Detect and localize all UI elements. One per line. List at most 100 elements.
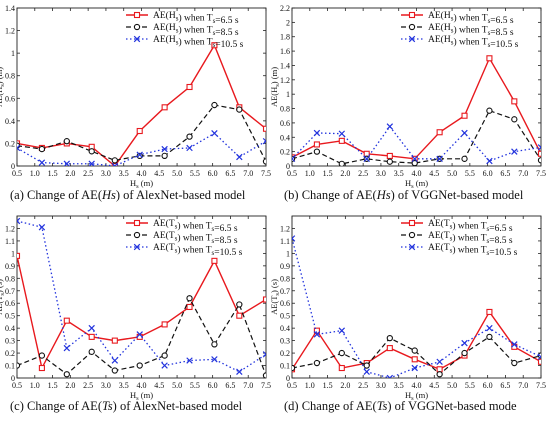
data-point	[38, 145, 46, 153]
legend-entry: AE(Ts) when Ts=6.5 s	[428, 218, 513, 234]
data-point	[136, 152, 143, 159]
series-0	[17, 252, 266, 372]
data-point	[17, 252, 21, 259]
data-point	[411, 155, 418, 163]
data-point	[17, 144, 21, 152]
x-tick-label: 2.0	[65, 169, 75, 178]
data-point	[111, 367, 118, 374]
data-point	[411, 347, 418, 354]
data-point	[386, 123, 394, 130]
data-point	[38, 352, 46, 359]
data-point	[461, 349, 468, 357]
series-1	[17, 295, 266, 378]
data-point	[236, 106, 243, 113]
x-tick-label: 4.0	[137, 169, 147, 178]
series-line	[292, 336, 541, 376]
data-point	[363, 150, 370, 157]
data-point	[63, 371, 70, 378]
data-point	[88, 160, 95, 166]
data-point	[386, 152, 393, 159]
x-tick-label: 5.0	[172, 169, 182, 178]
y-tick-label: 0.6	[280, 119, 290, 128]
legend-entry: AE(Hs) when Ts=10.5 s	[153, 34, 244, 50]
y-tick-label: 0.8	[280, 274, 290, 283]
x-tick-label: 7.5	[536, 381, 546, 390]
y-tick-label: 0.2	[5, 139, 15, 148]
data-point	[486, 333, 493, 341]
series-1	[292, 107, 541, 166]
x-tick-label: 0.5	[287, 381, 297, 390]
x-tick-label: 5.0	[447, 169, 457, 178]
data-point	[338, 349, 345, 357]
data-point	[313, 129, 321, 137]
y-tick-label: 0.2	[5, 349, 15, 358]
data-point	[236, 368, 243, 375]
data-point	[161, 152, 168, 159]
x-tick-label: 4.5	[429, 169, 439, 178]
y-tick-label: 1.8	[280, 33, 290, 42]
x-tick-label: 6.0	[483, 169, 493, 178]
data-point	[363, 368, 370, 375]
x-tick-label: 3.5	[394, 381, 404, 390]
caption-b: (b) Change of AE(Hs) of VGGNet-based mod…	[284, 188, 524, 202]
data-point	[211, 356, 218, 363]
x-tick-label: 3.5	[119, 169, 129, 178]
x-tick-label: 3.0	[376, 381, 386, 390]
y-tick-label: 1	[11, 249, 15, 258]
data-point	[211, 130, 218, 137]
data-point	[461, 155, 468, 162]
data-point	[111, 357, 119, 364]
x-tick-label: 6.0	[483, 381, 493, 390]
x-tick-label: 3.5	[394, 169, 404, 178]
data-point	[63, 317, 70, 324]
caption-d: (d) Change of AE(Ts) of VGGNet-based mod…	[284, 399, 517, 413]
x-tick-label: 1.0	[305, 381, 315, 390]
y-tick-label: 1.4	[280, 61, 290, 70]
x-tick-label: 1.0	[305, 169, 315, 178]
legend-marker	[133, 243, 141, 251]
data-point	[63, 138, 70, 145]
data-point	[38, 364, 45, 372]
series-2	[17, 217, 266, 375]
data-point	[161, 352, 168, 359]
data-point	[313, 327, 320, 334]
y-tick-label: 0.2	[280, 349, 290, 358]
y-tick-label: 0	[11, 162, 15, 171]
x-tick-label: 3.5	[119, 381, 129, 390]
plot-area	[291, 7, 542, 167]
data-point	[38, 159, 46, 166]
chart-panel-1: 0.5 1.0 1.5 2.0 2.5 3.0 3.5 4.0 4.5 5.0 5.5 6.0 6.5 7…	[269, 4, 546, 190]
y-tick-label: 1	[286, 90, 290, 99]
series-1	[17, 101, 266, 165]
legend-entry: AE(Hs) when Ts=8.5 s	[428, 22, 514, 38]
y-tick-label: 1	[286, 249, 290, 258]
y-axis-label: AE(Ts) (s)	[0, 279, 6, 315]
x-tick-label: 2.5	[83, 169, 93, 178]
data-point	[186, 83, 193, 91]
data-point	[313, 148, 321, 155]
data-point	[211, 257, 218, 264]
x-tick-label: 6.0	[208, 381, 218, 390]
data-point	[38, 223, 46, 231]
data-point	[111, 162, 119, 166]
x-tick-label: 6.5	[500, 381, 510, 390]
legend-marker	[408, 219, 416, 227]
data-point	[236, 153, 243, 161]
x-tick-label: 7.0	[243, 169, 253, 178]
data-point	[236, 312, 243, 319]
x-tick-label: 6.5	[225, 381, 235, 390]
data-point	[136, 331, 143, 338]
legend-marker	[408, 35, 416, 43]
legend-entry: AE(Hs) when Ts=8.5 s	[153, 22, 239, 38]
x-tick-label: 5.5	[190, 169, 200, 178]
x-tick-label: 4.0	[412, 169, 422, 178]
data-point	[537, 353, 541, 361]
x-tick-label: 7.5	[261, 381, 271, 390]
data-point	[17, 362, 21, 369]
data-point	[292, 364, 296, 372]
plot-area	[16, 7, 267, 167]
x-tick-label: 5.0	[447, 381, 457, 390]
series-2	[292, 235, 541, 378]
x-tick-label: 1.0	[30, 169, 40, 178]
y-tick-label: 1.2	[280, 76, 290, 85]
